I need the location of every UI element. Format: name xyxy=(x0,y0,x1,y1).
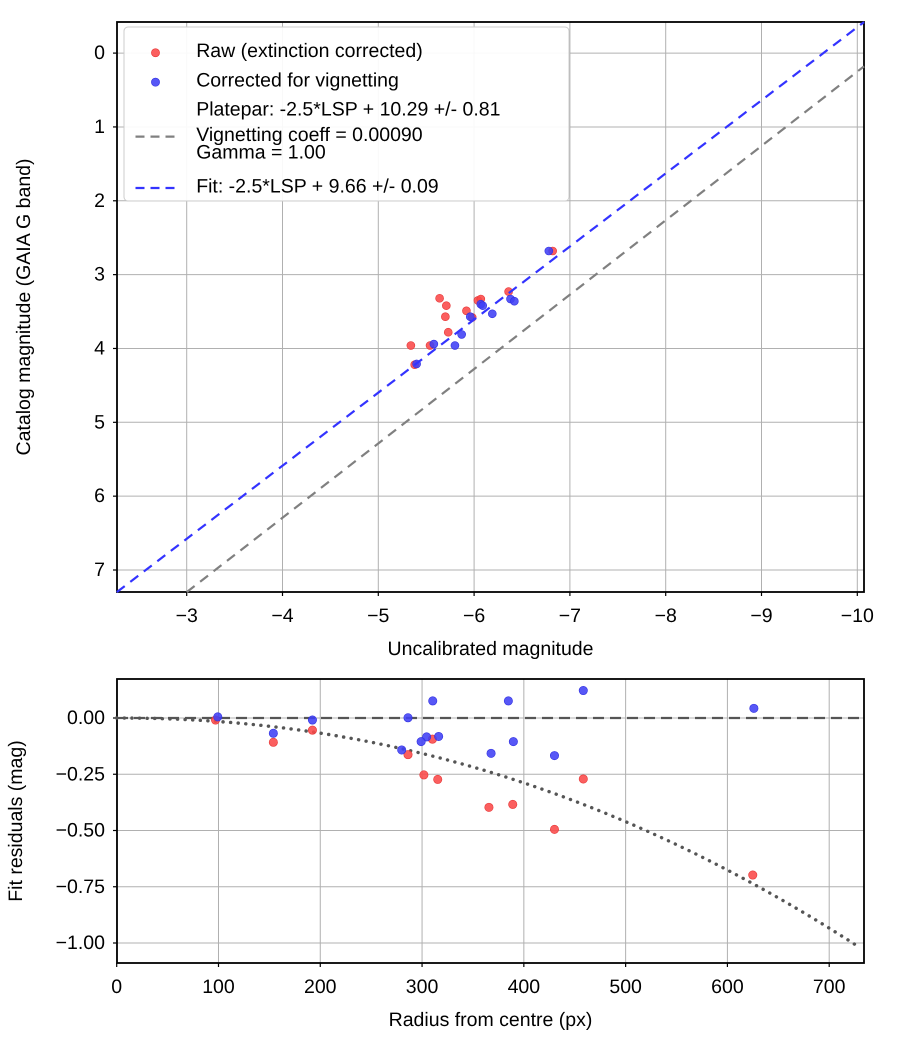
svg-text:−0.75: −0.75 xyxy=(56,876,105,898)
svg-text:−5: −5 xyxy=(367,605,389,627)
svg-text:−10: −10 xyxy=(841,605,874,627)
svg-text:5: 5 xyxy=(94,411,105,433)
svg-text:−0.25: −0.25 xyxy=(56,763,105,785)
svg-text:500: 500 xyxy=(609,976,642,998)
svg-text:−9: −9 xyxy=(750,605,772,627)
svg-text:Platepar: -2.5*LSP + 10.29 +/-: Platepar: -2.5*LSP + 10.29 +/- 0.81 xyxy=(196,98,500,120)
svg-text:−3: −3 xyxy=(176,605,198,627)
svg-text:Fit: -2.5*LSP + 9.66 +/- 0.09: Fit: -2.5*LSP + 9.66 +/- 0.09 xyxy=(196,176,438,198)
svg-text:7: 7 xyxy=(94,559,105,581)
svg-text:Radius from centre (px): Radius from centre (px) xyxy=(389,1009,593,1031)
svg-text:300: 300 xyxy=(406,976,439,998)
svg-text:−6: −6 xyxy=(463,605,485,627)
svg-text:−1.00: −1.00 xyxy=(56,932,105,954)
svg-text:Gamma = 1.00: Gamma = 1.00 xyxy=(196,142,326,164)
svg-text:0.00: 0.00 xyxy=(67,707,105,729)
svg-text:Uncalibrated magnitude: Uncalibrated magnitude xyxy=(388,638,594,660)
svg-text:100: 100 xyxy=(202,976,235,998)
svg-text:0: 0 xyxy=(94,42,105,64)
svg-text:0: 0 xyxy=(111,976,122,998)
svg-text:−0.50: −0.50 xyxy=(56,820,105,842)
svg-text:4: 4 xyxy=(94,337,105,359)
svg-text:Fit residuals (mag): Fit residuals (mag) xyxy=(5,740,27,901)
svg-text:200: 200 xyxy=(304,976,337,998)
svg-text:1: 1 xyxy=(94,116,105,138)
svg-text:Catalog magnitude (GAIA G band: Catalog magnitude (GAIA G band) xyxy=(13,158,35,455)
svg-text:2: 2 xyxy=(94,190,105,212)
svg-text:600: 600 xyxy=(711,976,744,998)
svg-text:−7: −7 xyxy=(559,605,581,627)
svg-text:700: 700 xyxy=(813,976,846,998)
svg-text:Raw (extinction corrected): Raw (extinction corrected) xyxy=(196,40,423,62)
svg-text:400: 400 xyxy=(508,976,541,998)
svg-text:Corrected for vignetting: Corrected for vignetting xyxy=(196,70,399,92)
svg-text:−4: −4 xyxy=(271,605,293,627)
svg-text:6: 6 xyxy=(94,485,105,507)
svg-text:3: 3 xyxy=(94,264,105,286)
svg-text:−8: −8 xyxy=(655,605,677,627)
